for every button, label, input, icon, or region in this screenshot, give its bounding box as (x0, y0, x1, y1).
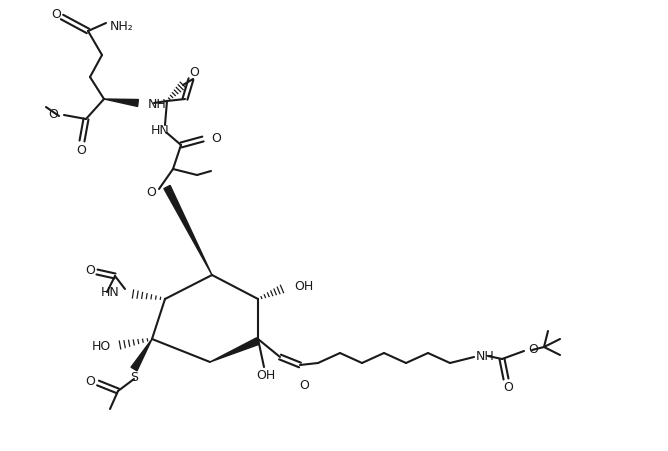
Text: O: O (85, 264, 95, 277)
Text: NH: NH (148, 98, 167, 111)
Text: O: O (189, 65, 199, 78)
Text: O: O (76, 143, 86, 156)
Text: HN: HN (100, 286, 119, 299)
Text: HO: HO (92, 340, 111, 353)
Text: OH: OH (257, 368, 276, 382)
Text: O: O (48, 107, 58, 120)
Text: S: S (130, 371, 138, 384)
Polygon shape (210, 338, 259, 362)
Text: OH: OH (294, 279, 313, 292)
Text: O: O (146, 185, 156, 198)
Polygon shape (164, 186, 212, 276)
Text: O: O (211, 131, 221, 144)
Text: O: O (51, 8, 61, 20)
Text: O: O (528, 343, 538, 356)
Text: NH₂: NH₂ (110, 19, 134, 32)
Text: HN: HN (151, 124, 170, 137)
Polygon shape (131, 339, 152, 371)
Text: NH: NH (476, 350, 495, 363)
Text: O: O (85, 375, 95, 388)
Text: O: O (299, 379, 309, 391)
Polygon shape (104, 100, 138, 107)
Text: O: O (503, 381, 513, 394)
